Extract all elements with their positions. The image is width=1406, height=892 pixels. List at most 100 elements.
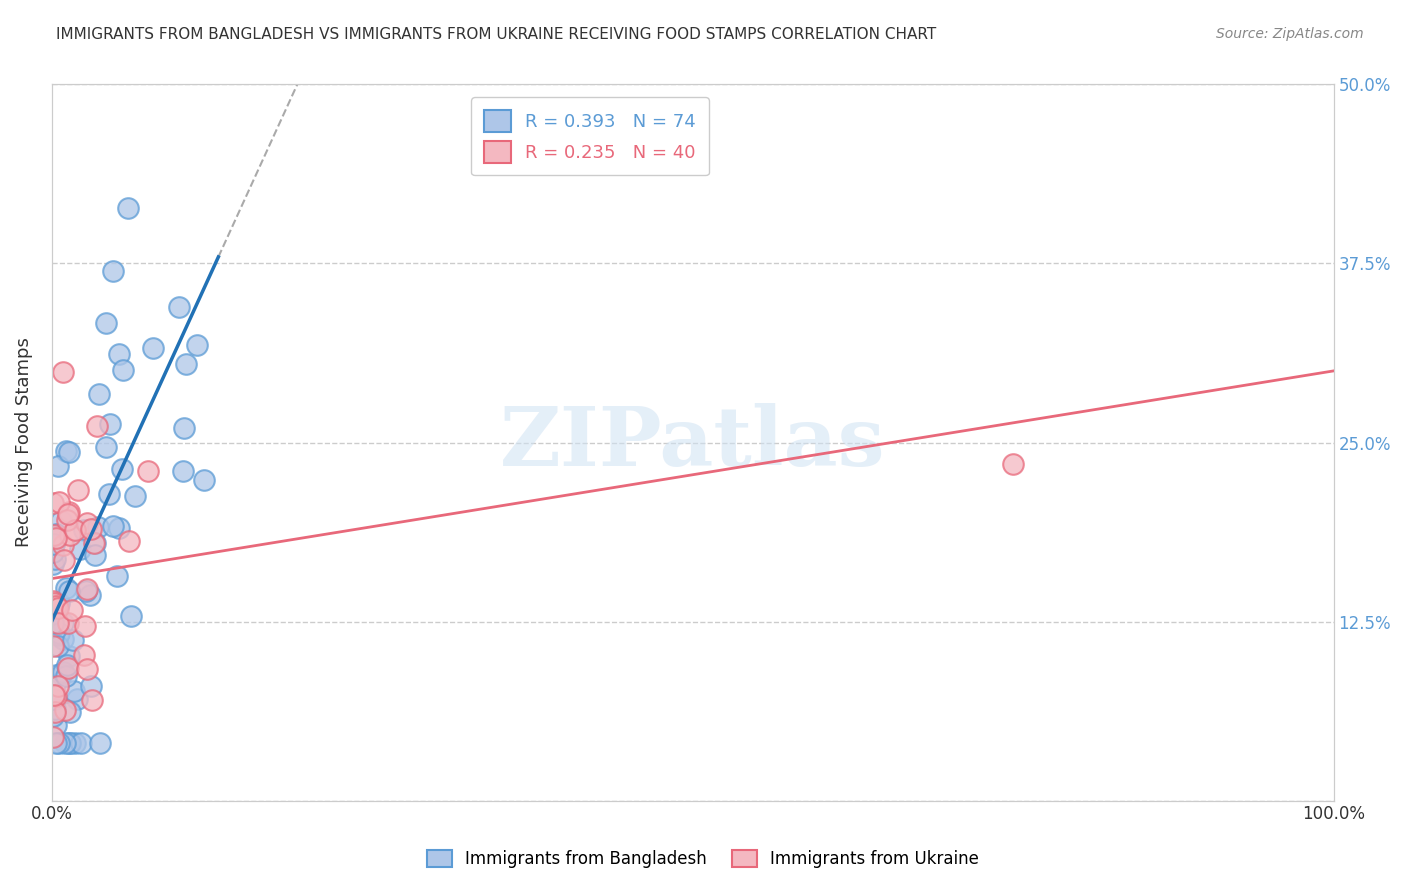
Point [97,487,120,501]
Point [42,557,65,571]
Point [172,464,194,478]
Point [48,596,70,610]
Point [87,386,110,401]
Point [63,523,86,537]
Point [45,599,67,613]
Point [44,702,66,716]
Point [46,680,69,694]
Point [52,615,75,630]
Point [118,533,141,548]
Point [44,692,66,706]
Point [111,363,134,377]
Point [193,473,215,487]
Point [42,709,65,723]
Point [65,736,87,750]
Point [49,667,72,681]
Point [117,201,139,215]
Point [105,568,128,582]
Point [96,440,118,454]
Point [42,537,65,551]
Legend: R = 0.393   N = 74, R = 0.235   N = 40: R = 0.393 N = 74, R = 0.235 N = 40 [471,97,709,176]
Point [52,632,75,647]
Point [45,736,67,750]
Point [45,718,67,732]
Point [56,507,79,521]
Point [173,421,195,435]
Point [1002,457,1025,471]
Point [42,594,65,608]
Point [83,536,105,550]
Point [45,531,67,545]
Point [42,639,65,653]
Point [86,418,108,433]
Point [59,705,82,719]
Point [44,688,66,702]
Point [48,616,70,631]
Point [59,528,82,542]
Point [120,608,142,623]
Y-axis label: Receiving Food Stamps: Receiving Food Stamps [15,337,32,548]
Point [44,607,66,622]
Point [76,662,98,676]
Point [55,581,77,595]
Point [84,548,107,562]
Point [48,736,70,750]
Text: Source: ZipAtlas.com: Source: ZipAtlas.com [1216,27,1364,41]
Point [42,730,65,744]
Point [60,603,83,617]
Point [44,705,66,719]
Point [79,588,101,602]
Point [45,527,67,541]
Text: ZIPatlas: ZIPatlas [501,402,886,483]
Point [55,703,77,717]
Point [56,661,79,675]
Point [69,542,91,557]
Point [80,692,103,706]
Point [101,519,124,533]
Point [66,483,89,498]
Point [75,619,97,633]
Point [52,365,75,379]
Text: IMMIGRANTS FROM BANGLADESH VS IMMIGRANTS FROM UKRAINE RECEIVING FOOD STAMPS CORR: IMMIGRANTS FROM BANGLADESH VS IMMIGRANTS… [56,27,936,42]
Point [45,668,67,682]
Point [136,464,159,478]
Point [87,519,110,533]
Point [42,705,65,719]
Point [49,514,72,528]
Point [56,657,79,672]
Point [75,584,97,599]
Point [63,683,86,698]
Point [59,736,82,750]
Point [101,264,124,278]
Point [80,522,103,536]
Point [80,679,103,693]
Point [62,632,84,647]
Point [46,639,69,653]
Point [108,347,131,361]
Point [58,444,80,458]
Point [124,489,146,503]
Point [45,689,67,703]
Point [94,316,117,330]
Point [52,665,75,680]
Point [58,648,80,663]
Point [76,582,98,597]
Point [42,545,65,559]
Point [108,521,131,535]
Legend: Immigrants from Bangladesh, Immigrants from Ukraine: Immigrants from Bangladesh, Immigrants f… [420,843,986,875]
Point [42,615,65,630]
Point [48,495,70,509]
Point [56,513,79,527]
Point [45,602,67,616]
Point [70,736,93,750]
Point [55,444,77,458]
Point [72,523,94,537]
Point [42,527,65,541]
Point [44,552,66,566]
Point [58,584,80,599]
Point [58,616,80,631]
Point [169,301,191,315]
Point [58,736,80,750]
Point [142,341,165,355]
Point [52,538,75,552]
